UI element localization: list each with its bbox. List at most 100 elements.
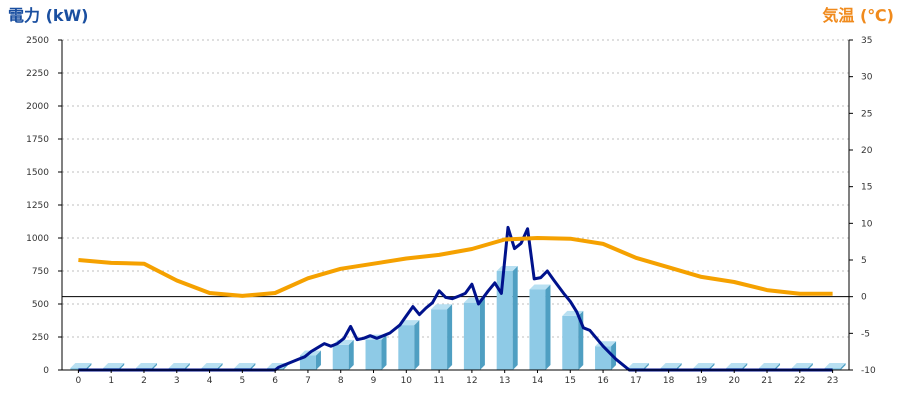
bar-side [184,363,190,370]
bar-side [512,266,518,370]
left-tick-label: 0 [43,366,49,376]
right-tick-label: 10 [861,219,873,229]
bar-side [709,363,715,370]
x-tick-label: 17 [630,376,641,386]
x-tick-label: 19 [696,376,708,386]
bar-side [447,304,453,370]
bar-side [643,363,649,370]
right-tick-label: 35 [861,36,872,46]
x-tick-label: 13 [499,376,510,386]
left-tick-label: 1000 [26,234,49,244]
bar-front [529,289,546,370]
bar-top [70,363,92,368]
right-tick-label: -5 [861,329,870,339]
right-axis-title: 気温 (℃) [822,6,894,25]
right-tick-label: 5 [861,256,867,266]
bar-side [676,363,682,370]
x-tick-label: 16 [597,376,609,386]
x-tick-label: 4 [207,376,213,386]
x-tick-label: 0 [76,376,82,386]
bar-top [234,363,256,368]
bar-front [299,355,316,370]
x-tick-label: 8 [338,376,344,386]
power-line [78,225,833,372]
bar [529,284,551,370]
bar-top [660,363,682,368]
left-tick-label: 2000 [26,102,49,112]
x-tick-label: 2 [141,376,147,386]
bar-front [431,309,448,370]
x-tick-label: 22 [794,376,805,386]
bar-side [742,363,748,370]
bar-top [201,363,223,368]
x-tick-label: 23 [827,376,838,386]
left-tick-label: 1500 [26,168,49,178]
line-series [78,225,833,372]
x-tick-label: 1 [108,376,114,386]
x-tick-label: 18 [663,376,675,386]
left-tick-label: 750 [32,267,49,277]
temperature-line [78,236,833,298]
bar-front [496,271,513,370]
right-tick-label: 0 [861,293,867,303]
bar-top [627,363,649,368]
bar [463,297,485,370]
bar-front [332,344,349,370]
bar-side [217,363,223,370]
bar-front [562,315,579,370]
bar-side [381,334,387,370]
left-tick-label: 1250 [26,201,49,211]
bar-top [726,363,748,368]
left-tick-label: 250 [32,333,49,343]
bar [398,320,420,370]
bar [299,350,321,370]
right-tick-label: 15 [861,183,872,193]
right-tick-label: -10 [861,366,876,376]
right-tick-label: 25 [861,109,872,119]
x-tick-label: 9 [371,376,377,386]
right-tick-label: 20 [861,146,873,156]
right-tick-label: 30 [861,73,873,83]
bar [824,363,846,370]
x-tick-label: 11 [433,376,444,386]
x-tick-label: 3 [174,376,180,386]
bar-front [824,368,841,370]
x-tick-label: 12 [466,376,477,386]
bar-front [70,368,87,370]
bar-side [348,339,354,370]
bar-side [151,363,157,370]
x-tick-label: 15 [565,376,576,386]
left-tick-label: 1750 [26,135,49,145]
x-tick-label: 14 [532,376,544,386]
bar-top [759,363,781,368]
bar-front [365,339,382,370]
bar [365,334,387,370]
bar [332,339,354,370]
bar-side [119,363,125,370]
bar-top [103,363,125,368]
bar-side [315,350,321,370]
bar-top [135,363,157,368]
left-tick-label: 2500 [26,36,49,46]
bar-side [840,363,846,370]
bar-front [463,302,480,370]
left-axis-title: 電力 (kW) [8,6,89,25]
bar-side [479,297,485,370]
bar-side [86,363,92,370]
x-tick-label: 6 [272,376,278,386]
bar-side [414,320,420,370]
bar [431,304,453,370]
gridlines [62,39,849,338]
bar-top [168,363,190,368]
left-tick-label: 500 [32,300,49,310]
x-tick-label: 5 [239,376,245,386]
bar-side [250,363,256,370]
bar [496,266,518,370]
bar-top [824,363,846,368]
bar-top [693,363,715,368]
bar-side [545,284,551,370]
x-tick-label: 20 [729,376,741,386]
bar-top [431,304,453,310]
axes [61,40,850,371]
